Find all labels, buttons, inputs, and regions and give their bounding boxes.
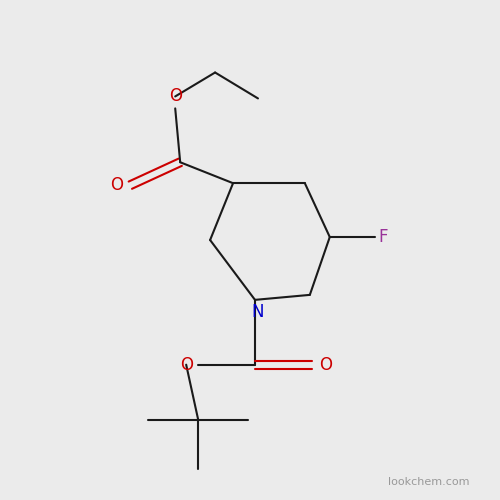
Text: O: O <box>168 88 181 106</box>
Text: F: F <box>378 228 388 246</box>
Text: O: O <box>110 176 123 194</box>
Text: O: O <box>320 356 332 374</box>
Text: O: O <box>180 356 192 374</box>
Text: lookchem.com: lookchem.com <box>388 478 469 488</box>
Text: N: N <box>252 303 264 321</box>
